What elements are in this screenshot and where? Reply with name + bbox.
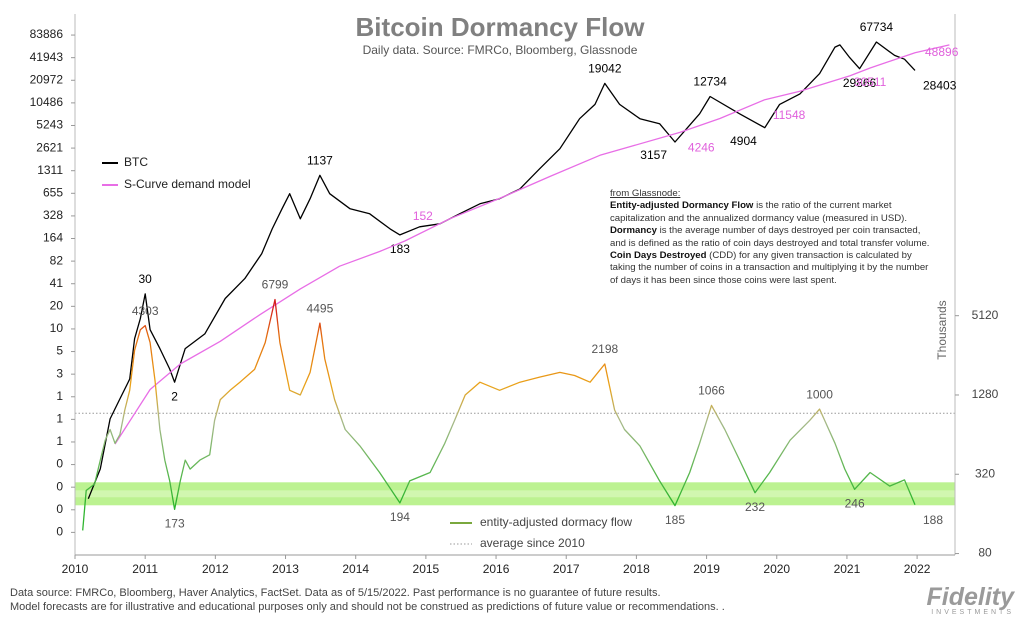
y2-tick-label: 80 (978, 546, 992, 560)
data-label: 2 (171, 389, 178, 403)
note-text: is the ratio of the current market capit… (610, 200, 908, 224)
y-tick-label: 1 (56, 412, 63, 426)
legend-label: S-Curve demand model (124, 177, 251, 191)
chart-title: Bitcoin Dormancy Flow (356, 12, 646, 42)
data-label: 194 (390, 510, 410, 524)
data-label: 29866 (843, 76, 877, 90)
x-tick-label: 2013 (272, 562, 299, 576)
y-tick-label: 41943 (30, 50, 64, 64)
note-term: Coin Days Destroyed (610, 250, 707, 262)
x-tick-label: 2019 (693, 562, 720, 576)
y2-tick-label: 5120 (972, 308, 999, 322)
data-label: 4246 (688, 141, 715, 155)
y-tick-label: 0 (56, 525, 63, 539)
note-item: Dormancy is the average number of days d… (610, 225, 938, 250)
footer: Data source: FMRCo, Bloomberg, Haver Ana… (10, 586, 725, 614)
band-core (75, 490, 955, 498)
y-tick-label: 328 (43, 208, 63, 222)
data-label: 48896 (925, 45, 959, 59)
legend-label: average since 2010 (480, 536, 585, 550)
y-tick-label: 10486 (30, 95, 64, 109)
chart-subtitle: Daily data. Source: FMRCo, Bloomberg, Gl… (363, 43, 638, 57)
note-box: from Glassnode: Entity-adjusted Dormancy… (610, 188, 938, 287)
footer-line: Model forecasts are for illustrative and… (10, 601, 725, 613)
y-tick-label: 83886 (30, 27, 64, 41)
y-tick-label: 82 (50, 253, 64, 267)
y-tick-label: 1 (56, 434, 63, 448)
data-label: 188 (923, 513, 943, 527)
x-tick-label: 2018 (623, 562, 650, 576)
y-tick-label: 655 (43, 185, 63, 199)
y-tick-label: 164 (43, 231, 63, 245)
note-source: from Glassnode: (610, 188, 681, 199)
legend-label: BTC (124, 155, 148, 169)
logo-sub: INVESTMENTS (931, 609, 1014, 616)
y2-axis-label: Thousands (935, 300, 949, 359)
data-label: 30 (138, 272, 152, 286)
note-text: (CDD) for any given transaction is calcu… (610, 250, 929, 286)
data-label: 232 (745, 500, 765, 514)
y-tick-label: 0 (56, 457, 63, 471)
y-tick-label: 1311 (37, 163, 63, 177)
y2-tick-label: 320 (975, 466, 995, 480)
note-text: is the average number of days destroyed … (610, 225, 930, 249)
data-label: 4495 (307, 301, 334, 315)
y-tick-label: 5243 (36, 118, 63, 132)
x-tick-label: 2017 (553, 562, 580, 576)
y-tick-label: 0 (56, 502, 63, 516)
data-label: 2198 (591, 342, 618, 356)
data-label: 185 (665, 513, 685, 527)
data-label: 152 (413, 209, 433, 223)
x-tick-label: 2020 (763, 562, 790, 576)
data-label: 28403 (923, 79, 957, 93)
x-tick-label: 2021 (834, 562, 861, 576)
y-tick-label: 5 (56, 344, 63, 358)
data-label: 3157 (640, 148, 667, 162)
y-tick-label: 2621 (36, 140, 63, 154)
note-item: Entity-adjusted Dormancy Flow is the rat… (610, 200, 938, 225)
x-tick-label: 2011 (132, 562, 158, 576)
data-label: 183 (390, 242, 410, 256)
note-term: Dormancy (610, 225, 657, 237)
logo: Fidelity INVESTMENTS (926, 585, 1014, 617)
y-tick-label: 3 (56, 366, 63, 380)
series-line (87, 41, 916, 500)
note-term: Entity-adjusted Dormancy Flow (610, 200, 754, 212)
y-tick-label: 0 (56, 479, 63, 493)
data-label: 6799 (262, 278, 289, 292)
data-label: 4904 (730, 134, 757, 148)
data-label: 4303 (132, 304, 159, 318)
y-tick-label: 20972 (30, 72, 64, 86)
x-tick-label: 2022 (904, 562, 931, 576)
x-tick-label: 2014 (342, 562, 369, 576)
data-label: 246 (845, 496, 865, 510)
x-tick-label: 2012 (202, 562, 229, 576)
data-label: 1137 (307, 154, 333, 168)
legend-label: entity-adjusted dormacy flow (480, 515, 632, 529)
series-line (114, 44, 950, 445)
data-label: 12734 (693, 75, 727, 89)
data-label: 67734 (860, 20, 894, 34)
data-label: 1000 (806, 387, 833, 401)
data-label: 1066 (698, 384, 725, 398)
y2-tick-label: 1280 (972, 387, 999, 401)
y-tick-label: 41 (50, 276, 64, 290)
y-tick-label: 1 (56, 389, 63, 403)
y-tick-label: 10 (50, 321, 64, 335)
data-label: 19042 (588, 62, 622, 76)
logo-name: Fidelity (926, 583, 1014, 611)
data-label: 30511 (854, 75, 887, 89)
x-tick-label: 2015 (413, 562, 440, 576)
footer-line: Data source: FMRCo, Bloomberg, Haver Ana… (10, 587, 661, 599)
series-line (82, 298, 916, 531)
data-label: 173 (165, 517, 185, 531)
note-item: Coin Days Destroyed (CDD) for any given … (610, 250, 938, 287)
x-tick-label: 2010 (62, 562, 89, 576)
x-tick-label: 2016 (483, 562, 510, 576)
y-tick-label: 20 (50, 299, 64, 313)
data-label: 11548 (773, 108, 806, 122)
